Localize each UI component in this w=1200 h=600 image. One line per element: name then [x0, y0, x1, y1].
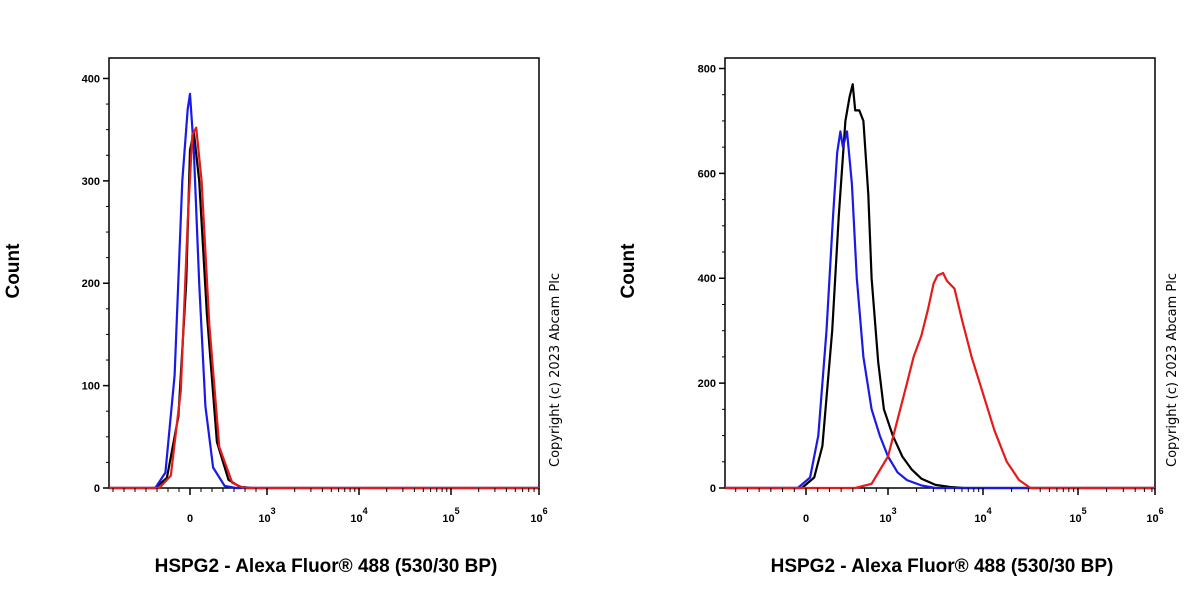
x-axis: 0 103 104 105 106 [735, 488, 1164, 525]
histogram-series-line [725, 83, 1155, 490]
y-tick-label: 400 [82, 73, 100, 85]
y-tick-label: 600 [698, 168, 716, 180]
x-tick-label: 0 [803, 513, 809, 525]
x-tick-label: 103 [258, 506, 275, 525]
x-tick-label: 105 [442, 506, 459, 525]
histogram-series-line [725, 130, 1155, 490]
x-tick-label: 0 [187, 513, 193, 525]
x-tick-label: 105 [1069, 506, 1086, 525]
histogram-panel-left: 0 100 200 300 400 0 103 104 105 106 Count HSPG2 … [3, 57, 563, 577]
x-tick-label: 103 [879, 506, 896, 525]
x-axis: 0 103 104 105 106 [112, 488, 548, 525]
x-axis-title: HSPG2 - Alexa Fluor® 488 (530/30 BP) [155, 556, 498, 577]
histogram-panel-right: 0 200 400 600 800 0 103 104 105 106 Count HSPG2 … [618, 57, 1180, 577]
y-axis-title: Count [618, 243, 639, 299]
y-axis: 0 200 400 600 800 [698, 63, 725, 495]
plot-frame [108, 57, 540, 489]
y-tick-label: 200 [698, 378, 716, 390]
histogram-series-line [109, 92, 539, 490]
x-axis-title: HSPG2 - Alexa Fluor® 488 (530/30 BP) [771, 556, 1114, 577]
y-tick-label: 0 [710, 483, 716, 495]
y-tick-label: 400 [698, 273, 716, 285]
plot-area [109, 92, 539, 490]
histogram-series-line [109, 126, 539, 490]
histogram-series-line [109, 130, 539, 490]
y-axis-title: Count [3, 243, 24, 299]
plot-frame [724, 57, 1156, 489]
x-tick-label: 104 [974, 506, 991, 525]
x-tick-label: 104 [350, 506, 367, 525]
y-tick-label: 300 [82, 176, 100, 188]
y-tick-label: 200 [82, 278, 100, 290]
x-tick-label: 106 [530, 506, 547, 525]
y-tick-label: 0 [94, 483, 100, 495]
y-tick-label: 100 [82, 381, 100, 393]
y-tick-label: 800 [698, 63, 716, 75]
copyright-notice: Copyright (c) 2023 Abcam Plc [1165, 273, 1180, 467]
histogram-series-line [725, 271, 1155, 490]
copyright-notice: Copyright (c) 2023 Abcam Plc [548, 273, 563, 467]
plot-area [725, 83, 1155, 490]
x-tick-label: 106 [1146, 506, 1163, 525]
y-axis: 0 100 200 300 400 [82, 73, 109, 495]
